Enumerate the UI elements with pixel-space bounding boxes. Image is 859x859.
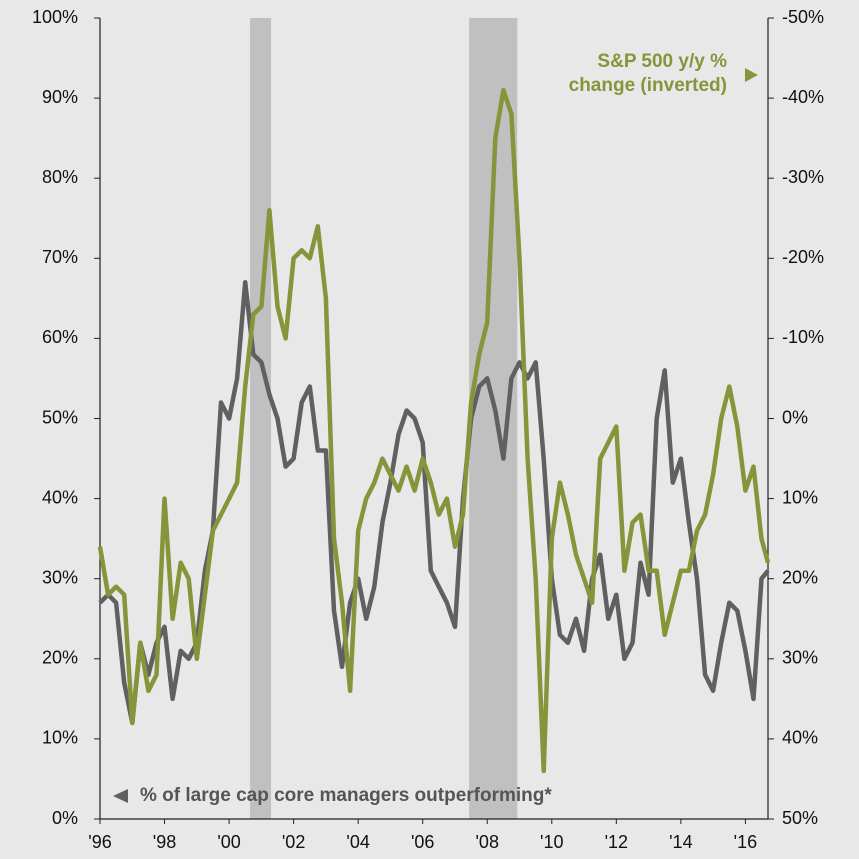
y2-tick-label: -30%	[782, 167, 824, 187]
x-tick-label: '04	[346, 832, 369, 852]
x-tick-label: '16	[734, 832, 757, 852]
y-tick-label: 0%	[52, 808, 78, 828]
y-tick-label: 90%	[42, 87, 78, 107]
y2-tick-label: 40%	[782, 728, 818, 748]
y2-tick-label: 50%	[782, 808, 818, 828]
y-tick-label: 30%	[42, 567, 78, 587]
x-tick-label: '06	[411, 832, 434, 852]
y2-tick-label: 10%	[782, 487, 818, 507]
y2-tick-label: -10%	[782, 327, 824, 347]
series-annotation: % of large cap core managers outperformi…	[140, 785, 552, 806]
y2-tick-label: -20%	[782, 247, 824, 267]
y-tick-label: 40%	[42, 487, 78, 507]
y2-tick-label: 20%	[782, 567, 818, 587]
series-line	[97, 87, 771, 774]
y2-tick-label: 0%	[782, 407, 808, 427]
recession-band	[250, 18, 272, 819]
y-tick-label: 80%	[42, 167, 78, 187]
x-tick-label: '96	[88, 832, 111, 852]
x-tick-label: '02	[282, 832, 305, 852]
y-tick-label: 100%	[32, 7, 78, 27]
y-tick-label: 70%	[42, 247, 78, 267]
y2-tick-label: 30%	[782, 648, 818, 668]
right-arrow	[745, 68, 758, 82]
x-tick-label: '00	[217, 832, 240, 852]
x-tick-label: '98	[153, 832, 176, 852]
y-tick-label: 60%	[42, 327, 78, 347]
x-tick-label: '12	[605, 832, 628, 852]
y2-tick-label: -40%	[782, 87, 824, 107]
y-tick-label: 50%	[42, 407, 78, 427]
x-tick-label: '10	[540, 832, 563, 852]
y-tick-label: 10%	[42, 728, 78, 748]
y2-tick-label: -50%	[782, 7, 824, 27]
y-tick-label: 20%	[42, 648, 78, 668]
x-tick-label: '14	[669, 832, 692, 852]
plot: 0% 10% 20% 30% 40% 50% 60% 70% 80% 90% 100% 50% 40% 3…	[32, 7, 824, 852]
series-annotation: S&P 500 y/y % change (inverted)	[568, 51, 727, 96]
x-tick-label: '08	[476, 832, 499, 852]
left-arrow	[113, 789, 128, 803]
